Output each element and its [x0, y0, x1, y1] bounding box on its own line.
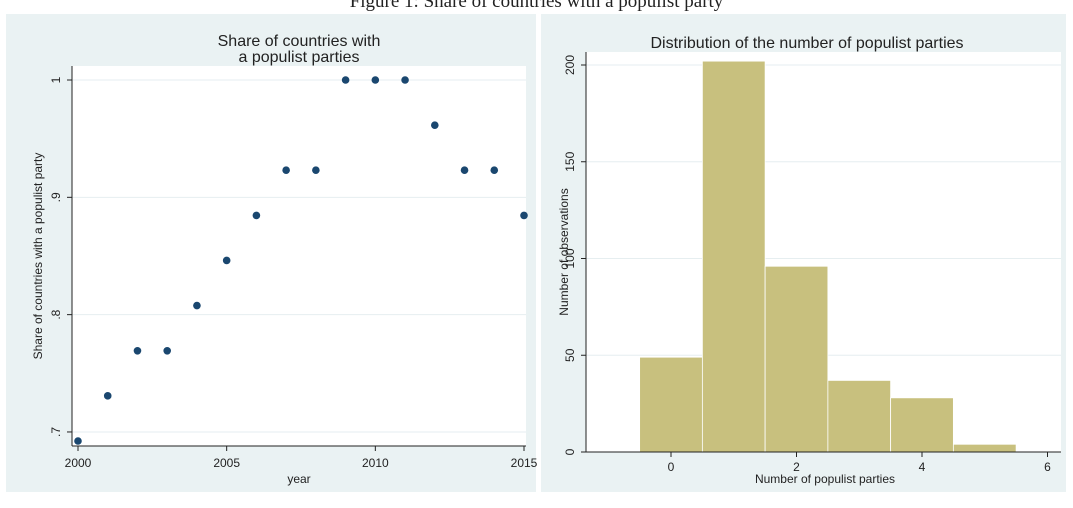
- data-point: [252, 211, 261, 220]
- data-point: [401, 76, 409, 84]
- data-point: [103, 392, 112, 400]
- x-tick-label: 2005: [213, 456, 240, 470]
- chart-title: Share of countries with: [218, 33, 381, 50]
- histogram-chart: 0 2 4 6 0 50 100 150 200 Distribution of the numb…: [557, 35, 1061, 486]
- data-point: [193, 301, 201, 310]
- histogram-panel: 0 2 4 6 0 50 100 150 200 Distribution of the numb…: [541, 14, 1066, 492]
- x-axis-label: year: [287, 472, 310, 486]
- data-point: [490, 166, 499, 175]
- data-point: [371, 76, 380, 84]
- scatter-panel: 2000 2005 2010 2015 .7 .8 .9 1 Share of countrie…: [6, 14, 538, 492]
- chart-title: a populist parties: [239, 49, 360, 66]
- y-tick-label: 150: [563, 151, 577, 171]
- data-point: [163, 346, 171, 355]
- data-point: [312, 166, 320, 175]
- histogram-bar: [701, 60, 766, 453]
- y-tick-label: .9: [49, 192, 63, 202]
- data-point: [520, 211, 528, 220]
- histogram-bar: [890, 397, 954, 453]
- x-tick-label: 2015: [511, 456, 538, 470]
- data-point: [222, 256, 231, 265]
- x-tick-label: 4: [919, 460, 926, 474]
- data-point: [460, 166, 469, 175]
- figure-caption: Figure 1: Share of countries with a popu…: [349, 0, 724, 12]
- x-tick-label: 6: [1044, 460, 1051, 474]
- y-tick-label: 100: [563, 248, 577, 268]
- data-point: [341, 76, 350, 84]
- y-tick-label: .8: [49, 309, 63, 319]
- scatter-chart: 2000 2005 2010 2015 .7 .8 .9 1 Share of countrie…: [31, 33, 538, 486]
- y-tick-label: 0: [563, 448, 577, 455]
- x-axis-label: Number of populist parties: [755, 472, 895, 486]
- y-axis-label: Share of countries with a populist party: [31, 153, 45, 360]
- histogram-bar: [827, 380, 892, 453]
- chart-title: Distribution of the number of populist p…: [650, 35, 963, 52]
- x-tick-label: 2: [793, 460, 800, 474]
- y-tick-label: .7: [49, 427, 63, 437]
- histogram-bar: [764, 265, 829, 453]
- data-point: [74, 437, 82, 445]
- data-point: [282, 166, 290, 175]
- histogram-bar: [639, 356, 703, 453]
- y-tick-label: 200: [563, 55, 577, 75]
- y-tick-label: 1: [49, 76, 63, 83]
- x-tick-label: 2000: [65, 456, 92, 470]
- y-axis-label: Number of observations: [557, 188, 571, 315]
- x-tick-label: 2010: [362, 456, 389, 470]
- y-tick-label: 50: [563, 348, 577, 362]
- histogram-bar: [952, 443, 1017, 453]
- plot-area: [72, 66, 526, 446]
- data-point: [431, 121, 439, 129]
- data-point: [133, 346, 142, 355]
- x-tick-label: 0: [668, 460, 675, 474]
